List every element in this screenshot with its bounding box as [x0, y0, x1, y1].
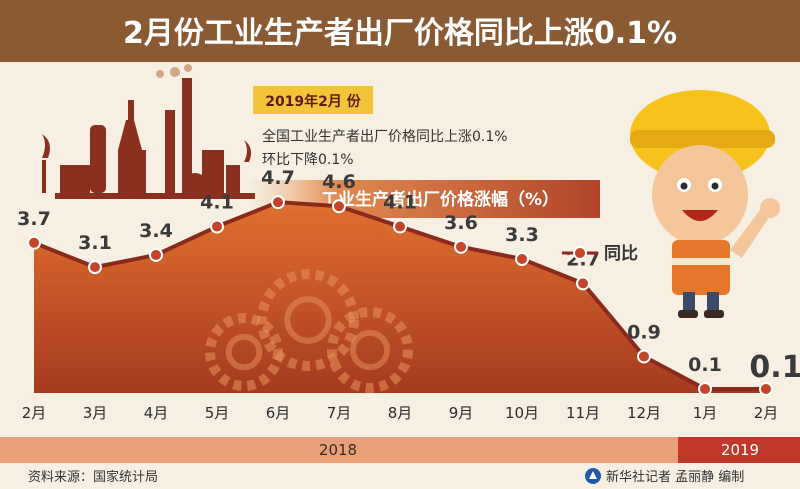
year-bar-2019	[678, 437, 800, 463]
x-tick-label: 8月	[388, 404, 413, 422]
x-tick-label: 11月	[566, 404, 600, 422]
x-tick-label: 10月	[505, 404, 539, 422]
chart-title: 工业生产者出厂价格涨幅（%）	[321, 189, 559, 210]
gear-hub-icon	[225, 333, 263, 371]
gear-hub-icon	[284, 296, 332, 344]
data-point	[698, 381, 712, 396]
data-point	[88, 260, 102, 275]
data-point	[393, 219, 407, 234]
date-badge	[253, 86, 373, 114]
x-tick-label: 2月	[754, 404, 779, 422]
title-banner	[0, 0, 800, 62]
points-layer	[27, 195, 773, 396]
series-area	[34, 202, 766, 393]
year-label-2018: 2018	[319, 441, 357, 459]
note-line-2: 环比下降0.1%	[262, 152, 354, 168]
data-point	[332, 199, 346, 214]
data-point	[149, 247, 163, 262]
data-label: 3.3	[505, 224, 539, 246]
x-axis: 2月 3月 4月 5月 6月 7月 8月 9月 10月 11月 12月 1月 2月	[22, 404, 779, 422]
worker-icon	[630, 90, 780, 318]
area-layer	[34, 202, 766, 393]
data-point	[210, 219, 224, 234]
data-label: 0.1	[688, 354, 722, 376]
gear-icon	[327, 307, 413, 393]
xinhua-logo-icon	[585, 468, 601, 484]
credit-text: 新华社记者 孟丽静 编制	[606, 469, 744, 485]
data-label: 0.1	[749, 350, 800, 385]
data-point	[454, 239, 468, 254]
x-tick-label: 2月	[22, 404, 47, 422]
x-tick-label: 1月	[693, 404, 718, 422]
x-tick-label: 6月	[266, 404, 291, 422]
gear-decoration	[205, 269, 413, 393]
data-label: 4.1	[383, 192, 417, 214]
data-point	[271, 195, 285, 210]
data-point	[576, 276, 590, 291]
x-tick-label: 5月	[205, 404, 230, 422]
page-title: 2月份工业生产者出厂价格同比上涨0.1%	[123, 16, 677, 51]
x-tick-label: 9月	[449, 404, 474, 422]
note-line-1: 全国工业生产者出厂价格同比上涨0.1%	[262, 128, 508, 145]
data-label: 3.4	[139, 220, 173, 242]
x-tick-label: 12月	[627, 404, 661, 422]
gear-icon	[205, 313, 283, 391]
data-label: 3.1	[78, 232, 112, 254]
source-text: 资料来源：国家统计局	[28, 469, 158, 485]
legend-label: 同比	[604, 243, 638, 264]
data-point	[515, 252, 529, 267]
data-label: 0.9	[627, 321, 661, 343]
data-label: 4.1	[200, 192, 234, 214]
data-label: 3.7	[17, 208, 51, 230]
data-label: 3.6	[444, 212, 478, 234]
data-label: 4.6	[322, 171, 356, 193]
gear-hub-icon	[349, 329, 391, 371]
data-point	[27, 235, 41, 250]
legend: 同比	[562, 243, 638, 264]
factory-icon	[42, 78, 255, 199]
year-bar-2018	[0, 437, 678, 463]
x-tick-label: 4月	[144, 404, 169, 422]
data-label: 4.7	[261, 167, 295, 189]
data-point	[637, 349, 651, 364]
x-tick-label: 3月	[83, 404, 108, 422]
data-point	[759, 381, 773, 396]
x-tick-label: 7月	[327, 404, 352, 422]
year-label-2019: 2019	[721, 441, 759, 459]
smoke-icon	[156, 64, 192, 78]
legend-marker-swatch	[573, 246, 587, 260]
date-label: 2019年2月 份	[265, 93, 362, 110]
